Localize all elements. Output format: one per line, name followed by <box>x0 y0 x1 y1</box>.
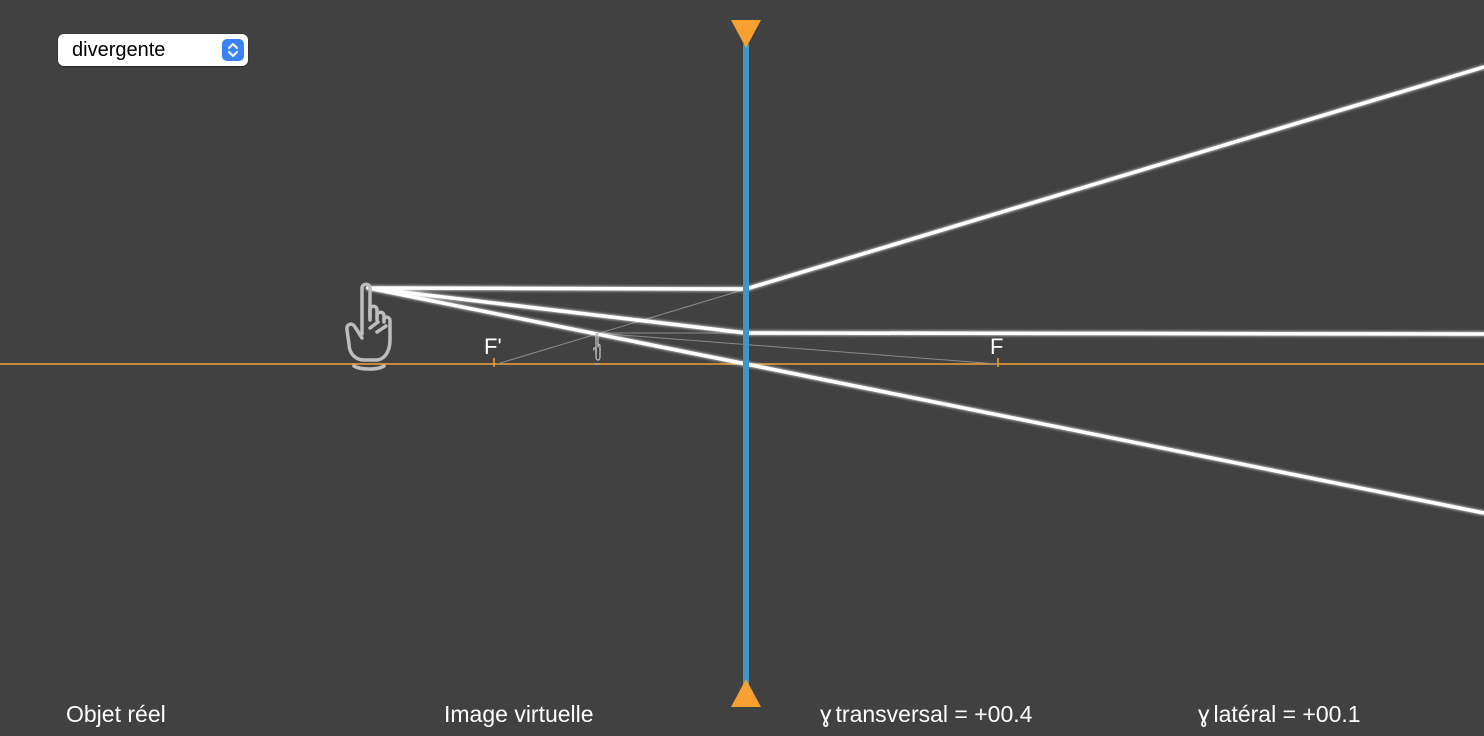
gamma-symbol: ɣ <box>1198 701 1210 727</box>
lateral-magnification-value: latéral = +00.1 <box>1213 701 1361 727</box>
focal-label-f-prime: F' <box>484 334 502 359</box>
ray-through-center <box>366 286 1484 515</box>
focal-point-f-prime[interactable]: F' <box>484 334 502 367</box>
pointing-hand-icon[interactable] <box>345 282 392 371</box>
focal-label-f: F <box>990 334 1003 359</box>
ray-through-focus <box>366 286 1484 336</box>
transversal-magnification: ɣ transversal = +00.4 <box>820 700 1032 728</box>
gamma-symbol: ɣ <box>820 701 832 727</box>
construction-line-focal <box>496 288 747 365</box>
chevron-up-down-icon <box>222 39 244 61</box>
triangle-up-icon[interactable] <box>731 679 761 707</box>
object-type-label: Objet réel <box>66 701 166 727</box>
lateral-magnification: ɣ latéral = +00.1 <box>1198 700 1361 728</box>
ray-parallel <box>366 65 1484 291</box>
focal-point-f[interactable]: F <box>990 334 1003 367</box>
small-hand-icon <box>593 332 601 365</box>
transversal-magnification-value: transversal = +00.4 <box>835 701 1033 727</box>
construction-lines <box>496 288 999 365</box>
image-type-label: Image virtuelle <box>444 701 594 727</box>
lens-type-select-value: divergente <box>72 39 166 61</box>
light-rays <box>366 65 1484 515</box>
lens[interactable] <box>731 20 761 707</box>
construction-line-focal-object <box>595 332 999 365</box>
lens-type-select[interactable]: divergente <box>58 34 248 66</box>
triangle-down-icon[interactable] <box>731 20 761 48</box>
